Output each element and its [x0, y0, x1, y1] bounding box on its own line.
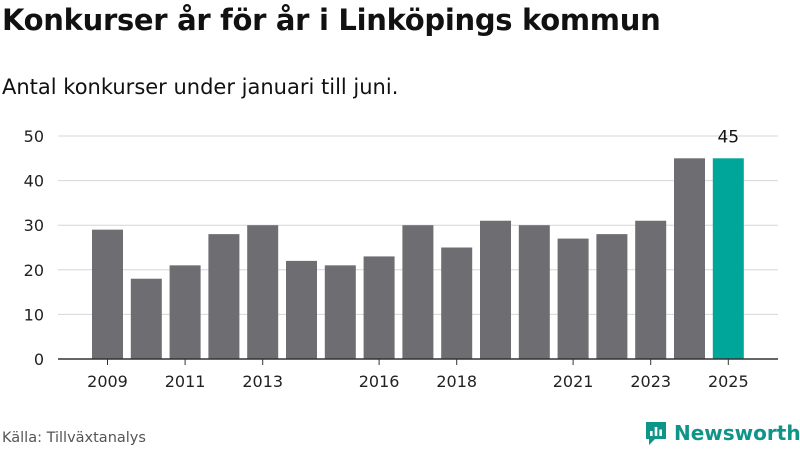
bar-2025 [712, 158, 744, 359]
y-axis-ticks: 0 10 20 30 40 50 [24, 127, 44, 369]
x-tick-label: 2009 [87, 372, 128, 391]
source-note: Källa: Tillväxtanalys [2, 430, 146, 446]
bar-2021 [557, 238, 589, 359]
x-tick-label: 2025 [708, 372, 749, 391]
bar-2010 [130, 278, 162, 359]
bar-2009 [92, 229, 123, 359]
bar-2019 [480, 220, 511, 359]
bar-2014 [286, 260, 317, 359]
y-tick-label: 20 [24, 261, 44, 280]
bar-2016 [363, 256, 395, 359]
y-tick-label: 50 [24, 127, 44, 146]
y-tick-label: 10 [24, 305, 44, 324]
newsworthy-logo-icon [646, 422, 666, 445]
x-tick-label: 2016 [359, 372, 400, 391]
x-tick-label: 2013 [242, 372, 283, 391]
y-tick-label: 30 [24, 216, 44, 235]
chart-subtitle: Antal konkurser under januari till juni. [2, 75, 399, 99]
bar-2024 [674, 158, 705, 359]
bar-2020 [518, 225, 550, 359]
data-labels: 45 [717, 127, 739, 147]
bar-2018 [441, 247, 473, 359]
x-tick-label: 2021 [553, 372, 594, 391]
bars [58, 158, 778, 360]
x-tick-label: 2018 [436, 372, 477, 391]
x-axis-ticks: 2009 2011 2013 2016 2018 2021 2023 2025 [87, 359, 749, 391]
bar-2015 [324, 265, 356, 359]
bar-2017 [402, 225, 434, 359]
brand-name: Newsworthy [674, 421, 800, 445]
y-tick-label: 0 [34, 350, 44, 369]
x-tick-label: 2023 [630, 372, 671, 391]
brand: Newsworthy [644, 420, 800, 446]
y-tick-label: 40 [24, 172, 44, 191]
bar-2022 [596, 234, 628, 359]
bar-2012 [208, 234, 240, 359]
x-tick-label: 2011 [165, 372, 206, 391]
bar-2011 [169, 265, 201, 359]
bar-2023 [635, 220, 667, 359]
bar-chart: 0 10 20 30 40 50 2009 2011 2013 2016 2018 2021 2023… [24, 127, 778, 391]
data-label-2025: 45 [717, 127, 739, 147]
bar-2013 [247, 225, 279, 359]
chart-title: Konkurser år för år i Linköpings kommun [2, 3, 661, 37]
